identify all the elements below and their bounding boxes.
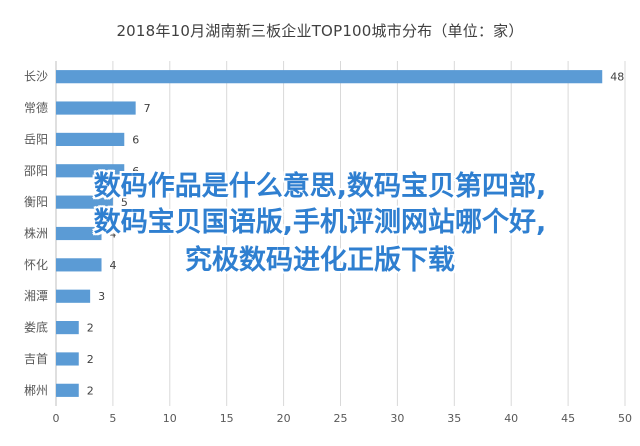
bar [56, 101, 136, 115]
y-tick-label: 岳阳 [24, 132, 48, 146]
x-tick-label-5: 5 [109, 412, 116, 425]
x-tick-label-25: 25 [334, 412, 348, 425]
data-label: 3 [98, 290, 105, 303]
x-tick-label-30: 30 [390, 412, 404, 425]
data-label: 4 [110, 228, 117, 241]
x-tick-label-45: 45 [561, 412, 575, 425]
data-label: 5 [121, 196, 128, 209]
data-label: 2 [87, 353, 94, 366]
bar [56, 195, 113, 209]
bar [56, 352, 79, 366]
bar [56, 383, 79, 397]
y-tick-label: 湘潭 [24, 288, 48, 303]
bar [56, 164, 125, 178]
y-tick-label: 怀化 [24, 258, 48, 272]
y-tick-label: 株洲 [24, 226, 48, 241]
bar [56, 289, 91, 303]
x-tick-label-50: 50 [618, 412, 632, 425]
y-tick-label: 长沙 [24, 70, 48, 84]
chart-title: 2018年10月湖南新三板企业TOP100城市分布（单位：家） [116, 22, 524, 40]
data-label: 2 [87, 384, 94, 397]
x-tick-label-10: 10 [163, 412, 177, 425]
data-label: 4 [110, 259, 117, 272]
bar [56, 70, 603, 84]
x-tick-label-40: 40 [504, 412, 518, 425]
data-label: 7 [144, 102, 151, 115]
overlay-text-line-2: 数码宝贝国语版,手机评测网站哪个好, [93, 207, 547, 238]
data-label: 2 [87, 322, 94, 335]
y-tick-label: 郴州 [24, 383, 48, 397]
data-label: 6 [132, 165, 139, 178]
bar [56, 226, 102, 241]
y-tick-label: 衡阳 [24, 195, 48, 209]
x-tick-label-35: 35 [447, 412, 461, 425]
overlay-text-line-1: 数码作品是什么意思,数码宝贝第四部, [93, 171, 547, 202]
bar [56, 321, 79, 335]
data-label: 48 [610, 71, 624, 84]
data-label: 6 [132, 133, 139, 146]
y-tick-label: 吉首 [24, 352, 48, 366]
x-tick-label-20: 20 [277, 412, 291, 425]
y-tick-label: 娄底 [24, 320, 48, 335]
bar [56, 258, 102, 272]
y-tick-label: 邵阳 [24, 164, 48, 178]
x-tick-label-0: 0 [53, 412, 60, 425]
overlay-text-line-3: 究极数码进化正版下载 [185, 245, 455, 276]
x-tick-label-15: 15 [220, 412, 234, 425]
bar [56, 132, 125, 146]
y-tick-label: 常德 [24, 100, 48, 115]
